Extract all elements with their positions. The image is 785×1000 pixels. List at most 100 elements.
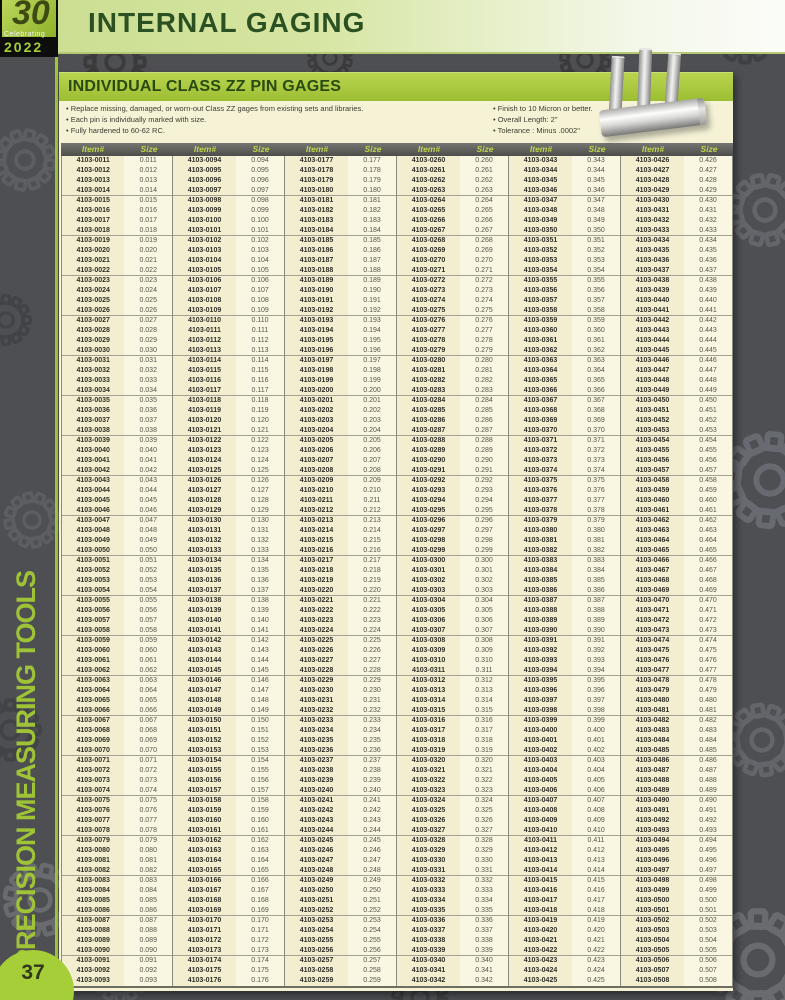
item-cell: 4103-0192 (285, 306, 348, 315)
table-row: 4103-0015 0.015 (62, 196, 172, 206)
table-row: 4103-0192 0.192 (285, 306, 396, 316)
page-title: INTERNAL GAGING (88, 7, 366, 38)
item-cell: 4103-0112 (173, 336, 236, 346)
item-cell: 4103-0099 (173, 206, 236, 216)
size-cell: 0.375 (572, 476, 620, 486)
table-row: 4103-0381 0.381 (509, 536, 620, 546)
table-row: 4103-0420 0.420 (509, 926, 620, 936)
size-cell: 0.081 (124, 856, 172, 866)
size-cell: 0.388 (572, 606, 620, 616)
size-cell: 0.066 (124, 706, 172, 715)
table-row: 4103-0235 0.235 (285, 736, 396, 746)
size-cell: 0.310 (460, 656, 508, 666)
size-cell: 0.290 (460, 456, 508, 466)
item-cell: 4103-0405 (509, 776, 572, 786)
table-row: 4103-0451 0.451 (621, 406, 732, 416)
size-cell: 0.133 (236, 546, 284, 555)
item-cell: 4103-0415 (509, 876, 572, 886)
size-cell: 0.104 (236, 256, 284, 266)
item-cell: 4103-0391 (509, 636, 572, 646)
item-cell: 4103-0384 (509, 566, 572, 576)
table-row: 4103-0445 0.445 (621, 346, 732, 356)
item-cell: 4103-0479 (621, 686, 684, 696)
item-cell: 4103-0047 (62, 516, 125, 526)
size-cell: 0.462 (684, 516, 732, 526)
size-cell: 0.282 (460, 376, 508, 386)
item-cell: 4103-0445 (621, 346, 684, 355)
table-row: 4103-0277 0.277 (397, 326, 508, 336)
size-cell: 0.233 (348, 716, 396, 726)
size-cell: 0.497 (684, 866, 732, 875)
item-cell: 4103-0494 (621, 836, 684, 846)
item-cell: 4103-0048 (62, 526, 125, 536)
size-cell: 0.053 (124, 576, 172, 586)
item-cell: 4103-0297 (397, 526, 460, 536)
size-cell: 0.174 (236, 956, 284, 966)
size-cell: 0.384 (572, 566, 620, 576)
size-cell: 0.325 (460, 806, 508, 816)
item-cell: 4103-0408 (509, 806, 572, 816)
size-cell: 0.248 (348, 866, 396, 875)
table-header-pair: Item# Size (173, 143, 285, 156)
item-cell: 4103-0164 (173, 856, 236, 866)
item-cell: 4103-0217 (285, 556, 348, 566)
table-row: 4103-0169 0.169 (173, 906, 284, 916)
size-cell: 0.031 (124, 356, 172, 366)
item-cell: 4103-0086 (62, 906, 125, 915)
item-cell: 4103-0458 (621, 476, 684, 486)
table-row: 4103-0238 0.238 (285, 766, 396, 776)
table-row: 4103-0505 0.505 (621, 946, 732, 956)
item-cell: 4103-0426 (621, 156, 684, 166)
table-row: 4103-0078 0.078 (62, 826, 172, 836)
size-cell: 0.493 (684, 826, 732, 835)
size-cell: 0.299 (460, 546, 508, 555)
table-row: 4103-0321 0.321 (397, 766, 508, 776)
size-cell: 0.360 (572, 326, 620, 336)
size-cell: 0.474 (684, 636, 732, 646)
item-cell: 4103-0061 (62, 656, 125, 666)
logo-square: 30 (2, 0, 56, 37)
item-cell: 4103-0182 (285, 206, 348, 216)
table-row: 4103-0470 0.470 (621, 596, 732, 606)
size-cell: 0.242 (348, 806, 396, 816)
size-cell: 0.344 (572, 166, 620, 176)
table-row: 4103-0122 0.122 (173, 436, 284, 446)
item-cell: 4103-0058 (62, 626, 125, 635)
table-header-pair: Item# Size (621, 143, 733, 156)
size-cell: 0.427 (684, 166, 732, 176)
item-cell: 4103-0234 (285, 726, 348, 736)
size-cell: 0.204 (348, 426, 396, 435)
table-row: 4103-0202 0.202 (285, 406, 396, 416)
table-row: 4103-0091 0.091 (62, 956, 172, 966)
item-cell: 4103-0296 (397, 516, 460, 526)
size-cell: 0.454 (684, 436, 732, 446)
table-row: 4103-0144 0.144 (173, 656, 284, 666)
item-cell: 4103-0088 (62, 926, 125, 936)
item-cell: 4103-0173 (173, 946, 236, 955)
item-cell: 4103-0200 (285, 386, 348, 395)
size-cell: 0.274 (460, 296, 508, 306)
size-cell: 0.421 (572, 936, 620, 946)
table-row: 4103-0428 0.428 (621, 176, 732, 186)
table-row: 4103-0260 0.260 (397, 156, 508, 166)
item-cell: 4103-0206 (285, 446, 348, 456)
size-cell: 0.090 (124, 946, 172, 955)
item-cell: 4103-0032 (62, 366, 125, 376)
item-cell: 4103-0195 (285, 336, 348, 346)
item-cell: 4103-0076 (62, 806, 125, 816)
table-row: 4103-0265 0.265 (397, 206, 508, 216)
table-row: 4103-0085 0.085 (62, 896, 172, 906)
table-row: 4103-0112 0.112 (173, 336, 284, 346)
table-row: 4103-0138 0.138 (173, 596, 284, 606)
size-cell: 0.259 (348, 976, 396, 986)
item-cell: 4103-0026 (62, 306, 125, 315)
item-cell: 4103-0420 (509, 926, 572, 936)
table-row: 4103-0180 0.180 (285, 186, 396, 196)
item-cell: 4103-0435 (621, 246, 684, 256)
size-cell: 0.351 (572, 236, 620, 246)
item-cell: 4103-0016 (62, 206, 125, 216)
table-row: 4103-0488 0.488 (621, 776, 732, 786)
item-cell: 4103-0472 (621, 616, 684, 626)
size-cell: 0.065 (124, 696, 172, 706)
item-cell: 4103-0485 (621, 746, 684, 755)
